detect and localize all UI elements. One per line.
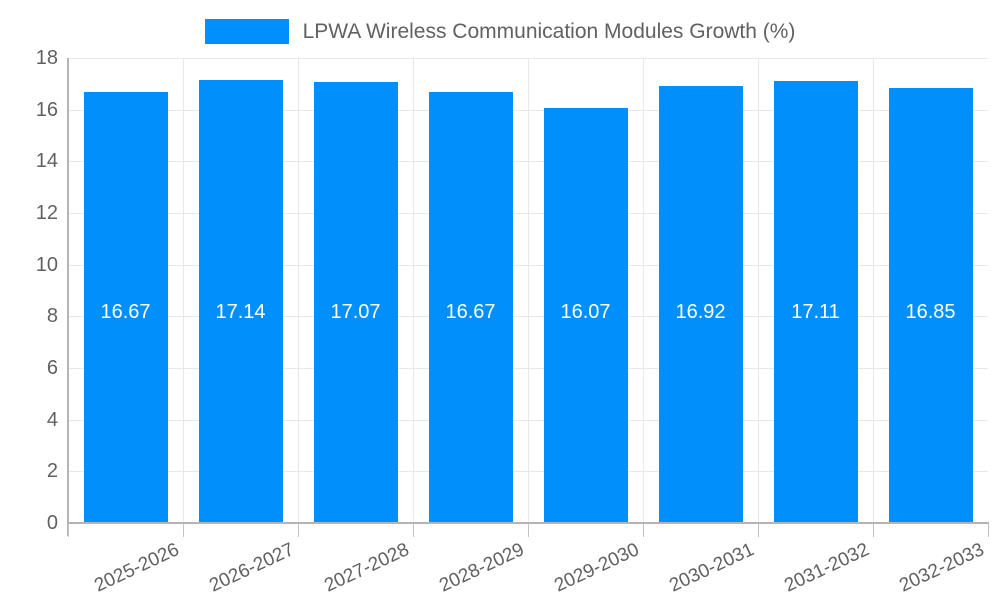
x-axis-tick (643, 524, 644, 537)
y-axis-line (67, 58, 69, 536)
bar-value-label: 16.92 (675, 301, 726, 323)
plot-area: 16.67 17.14 17.07 16.67 16.07 16.92 17.11 16.85 (68, 58, 988, 524)
x-axis-tick-label: 2028-2029 (435, 539, 527, 597)
gridline-vertical (298, 58, 299, 523)
y-axis-tick-label: 6 (46, 357, 58, 379)
y-axis-labels: 0 2 4 6 8 10 12 14 16 18 (0, 48, 58, 533)
x-axis-tick-label: 2025-2026 (90, 539, 182, 597)
gridline-vertical (413, 58, 414, 523)
bar-value-label: 17.11 (791, 301, 840, 323)
bar-value-label: 16.85 (905, 301, 956, 323)
bar[interactable] (428, 92, 513, 523)
x-axis-tick-label: 2026-2027 (205, 539, 297, 597)
gridline-vertical (873, 58, 874, 523)
x-axis-line (68, 522, 989, 524)
x-axis-tick (298, 524, 299, 537)
y-axis-tick-label: 0 (46, 512, 58, 534)
bar-value-label: 16.67 (100, 301, 151, 323)
x-axis-tick (68, 524, 69, 537)
x-axis-tick (873, 524, 874, 537)
y-axis-tick-label: 18 (35, 47, 58, 69)
legend-item[interactable]: LPWA Wireless Communication Modules Grow… (204, 18, 796, 44)
bar[interactable] (888, 87, 973, 523)
x-axis-tick-label: 2031-2032 (780, 539, 872, 597)
bar[interactable] (658, 85, 743, 523)
y-axis-tick-label: 8 (46, 305, 58, 328)
x-axis-tick (988, 524, 989, 537)
x-axis-tick-label: 2027-2028 (320, 539, 412, 597)
gridline-vertical (643, 58, 644, 523)
x-axis-tick (528, 524, 529, 537)
chart-legend: LPWA Wireless Communication Modules Grow… (0, 14, 1000, 48)
bar[interactable] (543, 107, 628, 523)
y-axis-tick-label: 16 (35, 98, 58, 121)
bar[interactable] (313, 82, 398, 523)
x-axis-tick-label: 2032-2033 (895, 539, 987, 597)
legend-swatch-icon (204, 18, 289, 44)
bar[interactable] (83, 92, 168, 523)
gridline-vertical (183, 58, 184, 523)
y-axis-tick-label: 2 (46, 460, 58, 483)
bar-value-label: 16.67 (445, 301, 496, 323)
y-axis-tick-label: 14 (35, 150, 58, 173)
bar[interactable] (773, 81, 858, 523)
y-axis-tick-label: 12 (35, 202, 58, 224)
bar-value-label: 16.07 (560, 301, 611, 323)
gridline-vertical (758, 58, 759, 523)
x-axis-tick-label: 2030-2031 (665, 539, 757, 597)
bar-value-label: 17.07 (330, 301, 381, 323)
bar[interactable] (198, 80, 283, 523)
bar-value-label: 17.14 (215, 301, 266, 323)
x-axis-tick-label: 2029-2030 (550, 539, 642, 597)
x-axis-tick (183, 524, 184, 537)
x-axis-tick (413, 524, 414, 537)
x-axis-tick (758, 524, 759, 537)
legend-label: LPWA Wireless Communication Modules Grow… (302, 19, 796, 43)
gridline-vertical (528, 58, 529, 523)
y-axis-tick-label: 4 (46, 408, 58, 431)
y-axis-tick-label: 10 (35, 253, 58, 276)
